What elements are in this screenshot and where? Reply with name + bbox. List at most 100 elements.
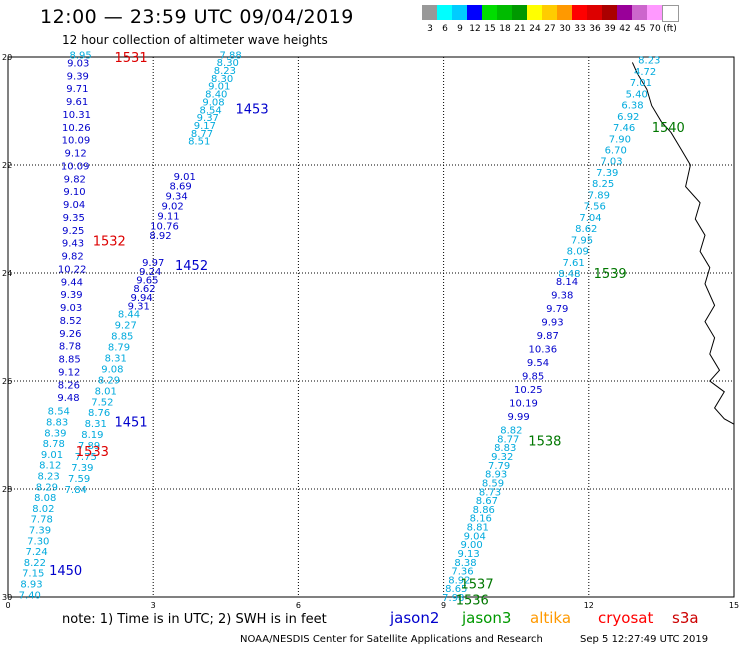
- scale-label: (ft): [663, 24, 677, 34]
- wave-height-value: 8.23: [37, 472, 59, 483]
- wave-height-value: 8.52: [60, 316, 82, 327]
- pass-label: 1450: [49, 564, 82, 579]
- pass-label: 1451: [115, 416, 148, 431]
- wave-height-value: 9.04: [464, 531, 486, 542]
- pass-label: 1539: [594, 267, 627, 282]
- scale-label: 39: [604, 24, 616, 34]
- footer: NOAA/NESDIS Center for Satellite Applica…: [0, 634, 740, 650]
- wave-height-value: 8.29: [98, 375, 120, 386]
- wave-height-value: 9.35: [63, 213, 85, 224]
- wave-height-value: 9.61: [66, 97, 88, 108]
- y-tick-label: 20: [2, 53, 12, 62]
- wave-height-value: 8.12: [39, 461, 61, 472]
- wave-height-value: 7.75: [75, 452, 97, 463]
- map-frame: [7, 56, 735, 598]
- header: 12:00 — 23:59 UTC 09/04/2019 12 hour col…: [0, 0, 740, 50]
- wave-height-value: 9.08: [202, 97, 224, 108]
- wave-height-value: 8.59: [482, 479, 504, 490]
- scale-label: 9: [457, 24, 463, 34]
- wave-height-value: 9.71: [66, 84, 88, 95]
- scale-swatch: [647, 5, 662, 20]
- wave-height-value: 7.39: [596, 168, 618, 179]
- scale-swatch: [482, 5, 497, 20]
- wave-height-value: 8.40: [205, 90, 227, 101]
- wave-height-value: 8.92: [448, 575, 470, 586]
- scale-swatch: [572, 5, 587, 20]
- axis-tick-labels: 0 3 6 9 12 15 20 22 24 26 28 30: [2, 53, 739, 610]
- wave-height-value: 9.99: [507, 412, 529, 423]
- wave-height-value: 8.79: [108, 342, 130, 353]
- wave-height-value: 8.82: [500, 426, 522, 437]
- wave-height-value: 7.78: [31, 515, 53, 526]
- scale-label: 33: [574, 24, 586, 34]
- wave-height-value: 9.43: [62, 239, 84, 250]
- wave-height-value: 8.31: [105, 353, 127, 364]
- legend-cryosat: cryosat: [598, 609, 654, 627]
- wave-height-value: 8.67: [476, 496, 498, 507]
- wave-height-value: 9.37: [197, 113, 219, 124]
- page-subtitle: 12 hour collection of altimeter wave hei…: [62, 33, 328, 47]
- wave-height-value: 9.54: [527, 358, 549, 369]
- scale-swatch: [617, 5, 632, 20]
- wave-height-value: 7.03: [600, 157, 622, 168]
- pass-label: 1531: [115, 51, 148, 66]
- pass-label: 1533: [76, 445, 109, 460]
- wave-height-value: 9.44: [61, 277, 83, 288]
- wave-height-value: 8.30: [211, 74, 233, 85]
- wave-height-value: 9.87: [537, 331, 559, 342]
- wave-height-value: 4.72: [634, 67, 656, 78]
- pass-label: 1540: [652, 121, 685, 136]
- wave-height-value: 9.27: [115, 321, 137, 332]
- wave-height-value: 8.19: [81, 430, 103, 441]
- wave-height-value: 8.93: [485, 470, 507, 481]
- page-title: 12:00 — 23:59 UTC 09/04/2019: [40, 6, 354, 28]
- legend-note: note: 1) Time is in UTC; 2) SWH is in fe…: [62, 612, 327, 627]
- wave-height-value: 10.31: [62, 110, 91, 121]
- x-tick-label: 6: [296, 601, 301, 610]
- wave-height-value: 7.39: [71, 463, 93, 474]
- wave-height-value: 8.62: [133, 284, 155, 295]
- pass-label: 1538: [528, 434, 561, 449]
- wave-height-value: 7.36: [451, 567, 473, 578]
- wave-height-value: 9.01: [208, 82, 230, 93]
- wave-height-value: 8.29: [36, 482, 58, 493]
- scale-label: 24: [529, 24, 541, 34]
- scale-label: 70: [649, 24, 661, 34]
- scale-swatch: [452, 5, 467, 20]
- wave-height-value: 9.48: [57, 393, 79, 404]
- wave-height-value: 8.30: [217, 58, 239, 69]
- scale-swatch: [422, 5, 437, 20]
- wave-height-value: 7.90: [609, 134, 631, 145]
- wave-height-value: 7.04: [579, 213, 601, 224]
- y-tick-label: 26: [2, 377, 12, 386]
- wave-height-value: 8.78: [43, 439, 65, 450]
- wave-height-value: 8.76: [88, 408, 110, 419]
- credit-text: NOAA/NESDIS Center for Satellite Applica…: [240, 634, 543, 645]
- scale-swatch: [512, 5, 527, 20]
- y-tick-label: 30: [2, 593, 12, 602]
- x-tick-label: 15: [729, 601, 739, 610]
- wave-height-value: 7.56: [584, 202, 606, 213]
- wave-height-value: 9.38: [551, 291, 573, 302]
- wave-height-value: 9.65: [136, 276, 158, 287]
- scale-label: 6: [442, 24, 448, 34]
- wave-height-value: 10.09: [61, 161, 90, 172]
- wave-height-value: 8.85: [58, 355, 80, 366]
- wave-height-value: 9.94: [130, 293, 152, 304]
- wave-height-value: 9.93: [541, 318, 563, 329]
- wave-height-value: 9.11: [157, 211, 179, 222]
- scale-label: 45: [634, 24, 646, 34]
- wave-height-value: 9.08: [101, 364, 123, 375]
- wave-height-value: 7.84: [65, 485, 87, 496]
- wave-height-value: 10.36: [528, 345, 557, 356]
- wave-height-value: 8.16: [470, 514, 492, 525]
- scale-swatch: [557, 5, 572, 20]
- y-tick-label: 22: [2, 161, 12, 170]
- wave-height-value: 9.12: [58, 367, 80, 378]
- wave-height-value: 8.54: [48, 407, 70, 418]
- wave-height-value: 8.81: [467, 523, 489, 534]
- legend-row: note: 1) Time is in UTC; 2) SWH is in fe…: [0, 608, 740, 632]
- wave-height-value: 7.98: [442, 593, 464, 604]
- wave-height-value: 9.79: [546, 304, 568, 315]
- wave-height-value: 7.46: [613, 123, 635, 134]
